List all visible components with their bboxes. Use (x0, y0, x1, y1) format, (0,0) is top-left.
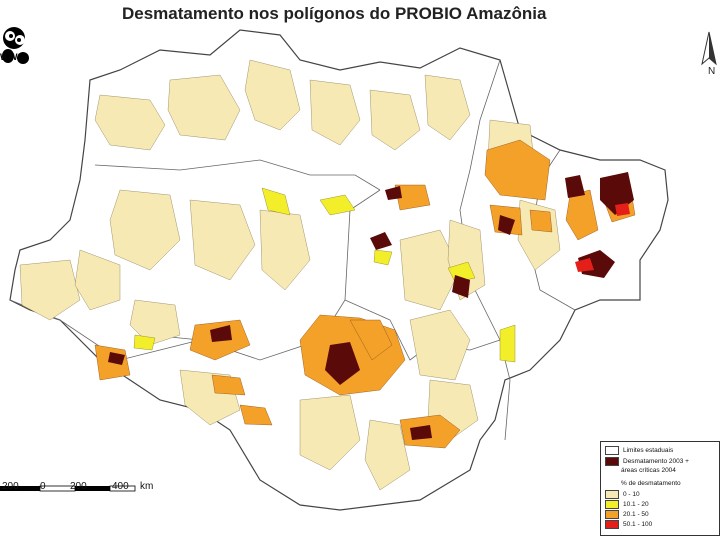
legend-swatch (605, 457, 619, 466)
legend-swatch (605, 520, 619, 529)
legend-class-1: 10.1 - 20 (605, 500, 649, 510)
scale-label-200a: 200 (2, 481, 19, 492)
legend-swatch (605, 500, 619, 509)
legend-item-deforest: Desmatamento 2003 + (605, 457, 689, 467)
map-legend: Limites estaduais Desmatamento 2003 + ár… (600, 441, 720, 536)
legend-swatch (605, 490, 619, 499)
scale-unit: km (140, 481, 154, 492)
legend-pct-title: % de desmatamento (621, 480, 681, 487)
legend-label: 20.1 - 50 (623, 511, 649, 519)
north-label: N (708, 66, 716, 77)
wwf-logo-text: WWF (0, 52, 24, 62)
legend-label: 10.1 - 20 (623, 501, 649, 509)
scale-label-0: 0 (40, 481, 46, 492)
deforest-patches (108, 172, 634, 440)
polygons-top (575, 203, 630, 272)
legend-label: Limites estaduais (623, 447, 674, 455)
legend-class-2: 20.1 - 50 (605, 510, 649, 520)
legend-label-sub: áreas críticas 2004 (621, 467, 676, 474)
legend-swatch (605, 446, 619, 455)
legend-class-3: 50.1 - 100 (605, 520, 652, 530)
legend-item-state-limits: Limites estaduais (605, 446, 673, 456)
legend-label: 50.1 - 100 (623, 521, 653, 529)
scale-label-400: 400 (112, 481, 129, 492)
legend-class-0: 0 - 10 (605, 490, 640, 500)
legend-label: Desmatamento 2003 + (623, 458, 689, 466)
legend-swatch (605, 510, 619, 519)
scale-bar (0, 485, 136, 492)
wwf-panda-logo (2, 27, 29, 64)
legend-label: 0 - 10 (623, 491, 640, 499)
north-arrow-icon (701, 31, 717, 66)
polygons-high (94, 139, 636, 449)
map-title: Desmatamento nos polígonos do PROBIO Ama… (122, 4, 547, 23)
scale-label-200b: 200 (70, 481, 87, 492)
